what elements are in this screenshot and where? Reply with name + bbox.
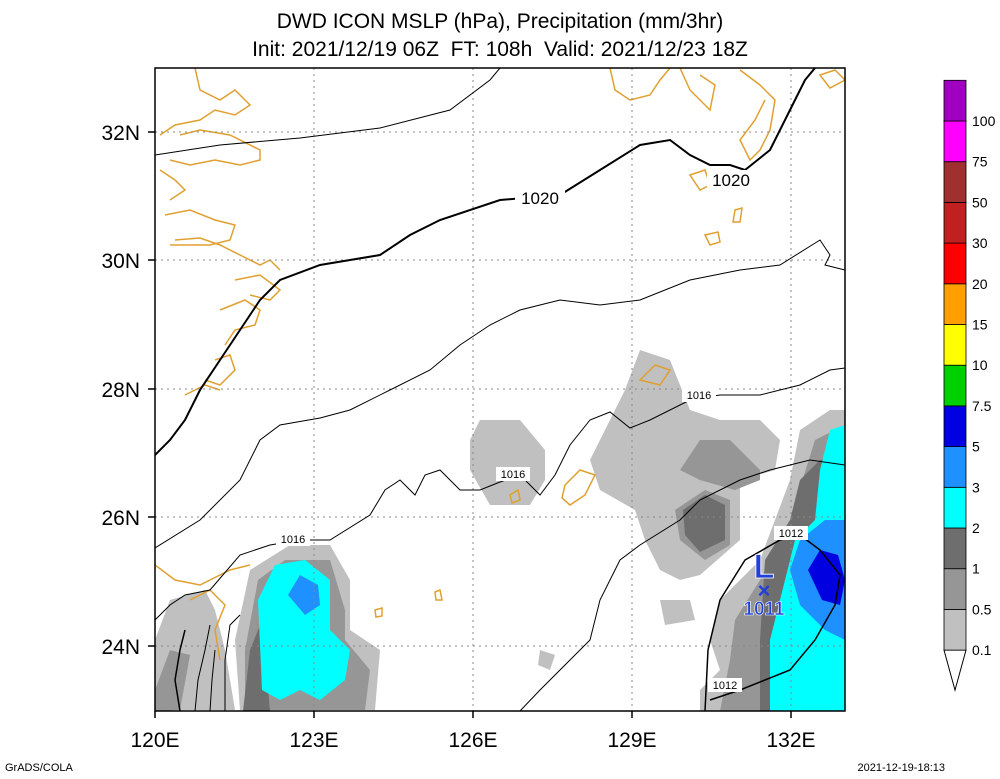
contour-label-1016-north: 1016	[687, 390, 711, 402]
lat-label-30n: 30N	[101, 250, 140, 273]
colorbar-level-label: 3	[972, 479, 980, 495]
contour-label-1016-west: 1016	[281, 534, 305, 546]
colorbar-level-label: 30	[972, 235, 988, 251]
colorbar-swatch	[943, 242, 967, 285]
low-center-value: 1011	[743, 599, 785, 620]
precipitation-shading	[155, 350, 845, 711]
lat-axis-labels: 32N 30N 28N 26N 24N	[101, 122, 140, 659]
coastlines	[155, 68, 845, 661]
colorbar-swatch	[943, 364, 967, 407]
colorbar-level-label: 10	[972, 357, 988, 373]
lat-label-28n: 28N	[101, 379, 140, 402]
colorbar-swatch	[943, 120, 967, 163]
colorbar-level-label: 1	[972, 561, 980, 577]
lon-label-132e: 132E	[766, 729, 815, 752]
lon-label-129e: 129E	[607, 729, 656, 752]
colorbar-swatch	[943, 568, 967, 610]
colorbar-level-label: 5	[972, 439, 980, 455]
colorbar-swatch	[943, 79, 967, 122]
colorbar-swatch	[943, 446, 967, 488]
contour-label-1020-west: 1020	[521, 189, 559, 208]
footer-software-credit: GrADS/COLA	[5, 762, 73, 774]
colorbar-swatch	[943, 486, 967, 529]
axis-ticks	[148, 131, 792, 718]
lon-label-120e: 120E	[130, 729, 179, 752]
colorbar-swatch	[943, 161, 967, 203]
low-marker-letter: L	[754, 548, 775, 586]
contour-label-1012-south: 1012	[713, 680, 737, 692]
colorbar-level-label: 0.5	[972, 601, 992, 617]
colorbar-level-label: 0.1	[972, 642, 992, 658]
map-title-line1: DWD ICON MSLP (hPa), Precipitation (mm/3…	[276, 10, 724, 33]
lat-label-24n: 24N	[101, 636, 140, 659]
colorbar-level-label: 15	[972, 317, 988, 333]
colorbar-swatch	[943, 283, 967, 325]
lat-label-32n: 32N	[101, 122, 140, 145]
colorbar-swatch	[943, 201, 967, 244]
colorbar-swatch	[943, 324, 967, 366]
contour-labels: 1020 1020 1016 1016 1016 1012 1012	[276, 170, 808, 692]
lat-lon-grid	[155, 68, 845, 711]
colorbar-level-label: 7.5	[972, 398, 992, 414]
contour-label-1012-north: 1012	[779, 528, 803, 540]
colorbar-swatch	[943, 405, 967, 447]
precipitation-colorbar: 0.1 0.5 1 2 3 5 7.5 10 15 20 30 50 75 100	[943, 79, 996, 692]
colorbar-level-label: 50	[972, 194, 988, 210]
low-center-cross: ×	[758, 578, 771, 603]
lat-label-26n: 26N	[101, 507, 140, 530]
colorbar-level-label: 20	[972, 276, 988, 292]
lon-label-126e: 126E	[448, 729, 497, 752]
footer-timestamp: 2021-12-19-18:13	[857, 762, 945, 774]
colorbar-swatch	[943, 609, 967, 651]
colorbar-level-label: 75	[972, 154, 988, 170]
colorbar-swatch	[943, 527, 967, 570]
lon-axis-labels: 120E 123E 126E 129E 132E	[130, 729, 815, 752]
colorbar-level-label: 2	[972, 520, 980, 536]
lon-label-123e: 123E	[289, 729, 338, 752]
low-pressure-center: L × 1011	[743, 548, 785, 621]
contour-label-1016-center: 1016	[501, 469, 525, 481]
colorbar-bottom-arrow	[943, 649, 967, 692]
map-title-line2: Init: 2021/12/19 06Z FT: 108h Valid: 202…	[252, 38, 748, 61]
contour-label-1020-east: 1020	[712, 171, 750, 190]
colorbar-level-label: 100	[972, 113, 996, 129]
